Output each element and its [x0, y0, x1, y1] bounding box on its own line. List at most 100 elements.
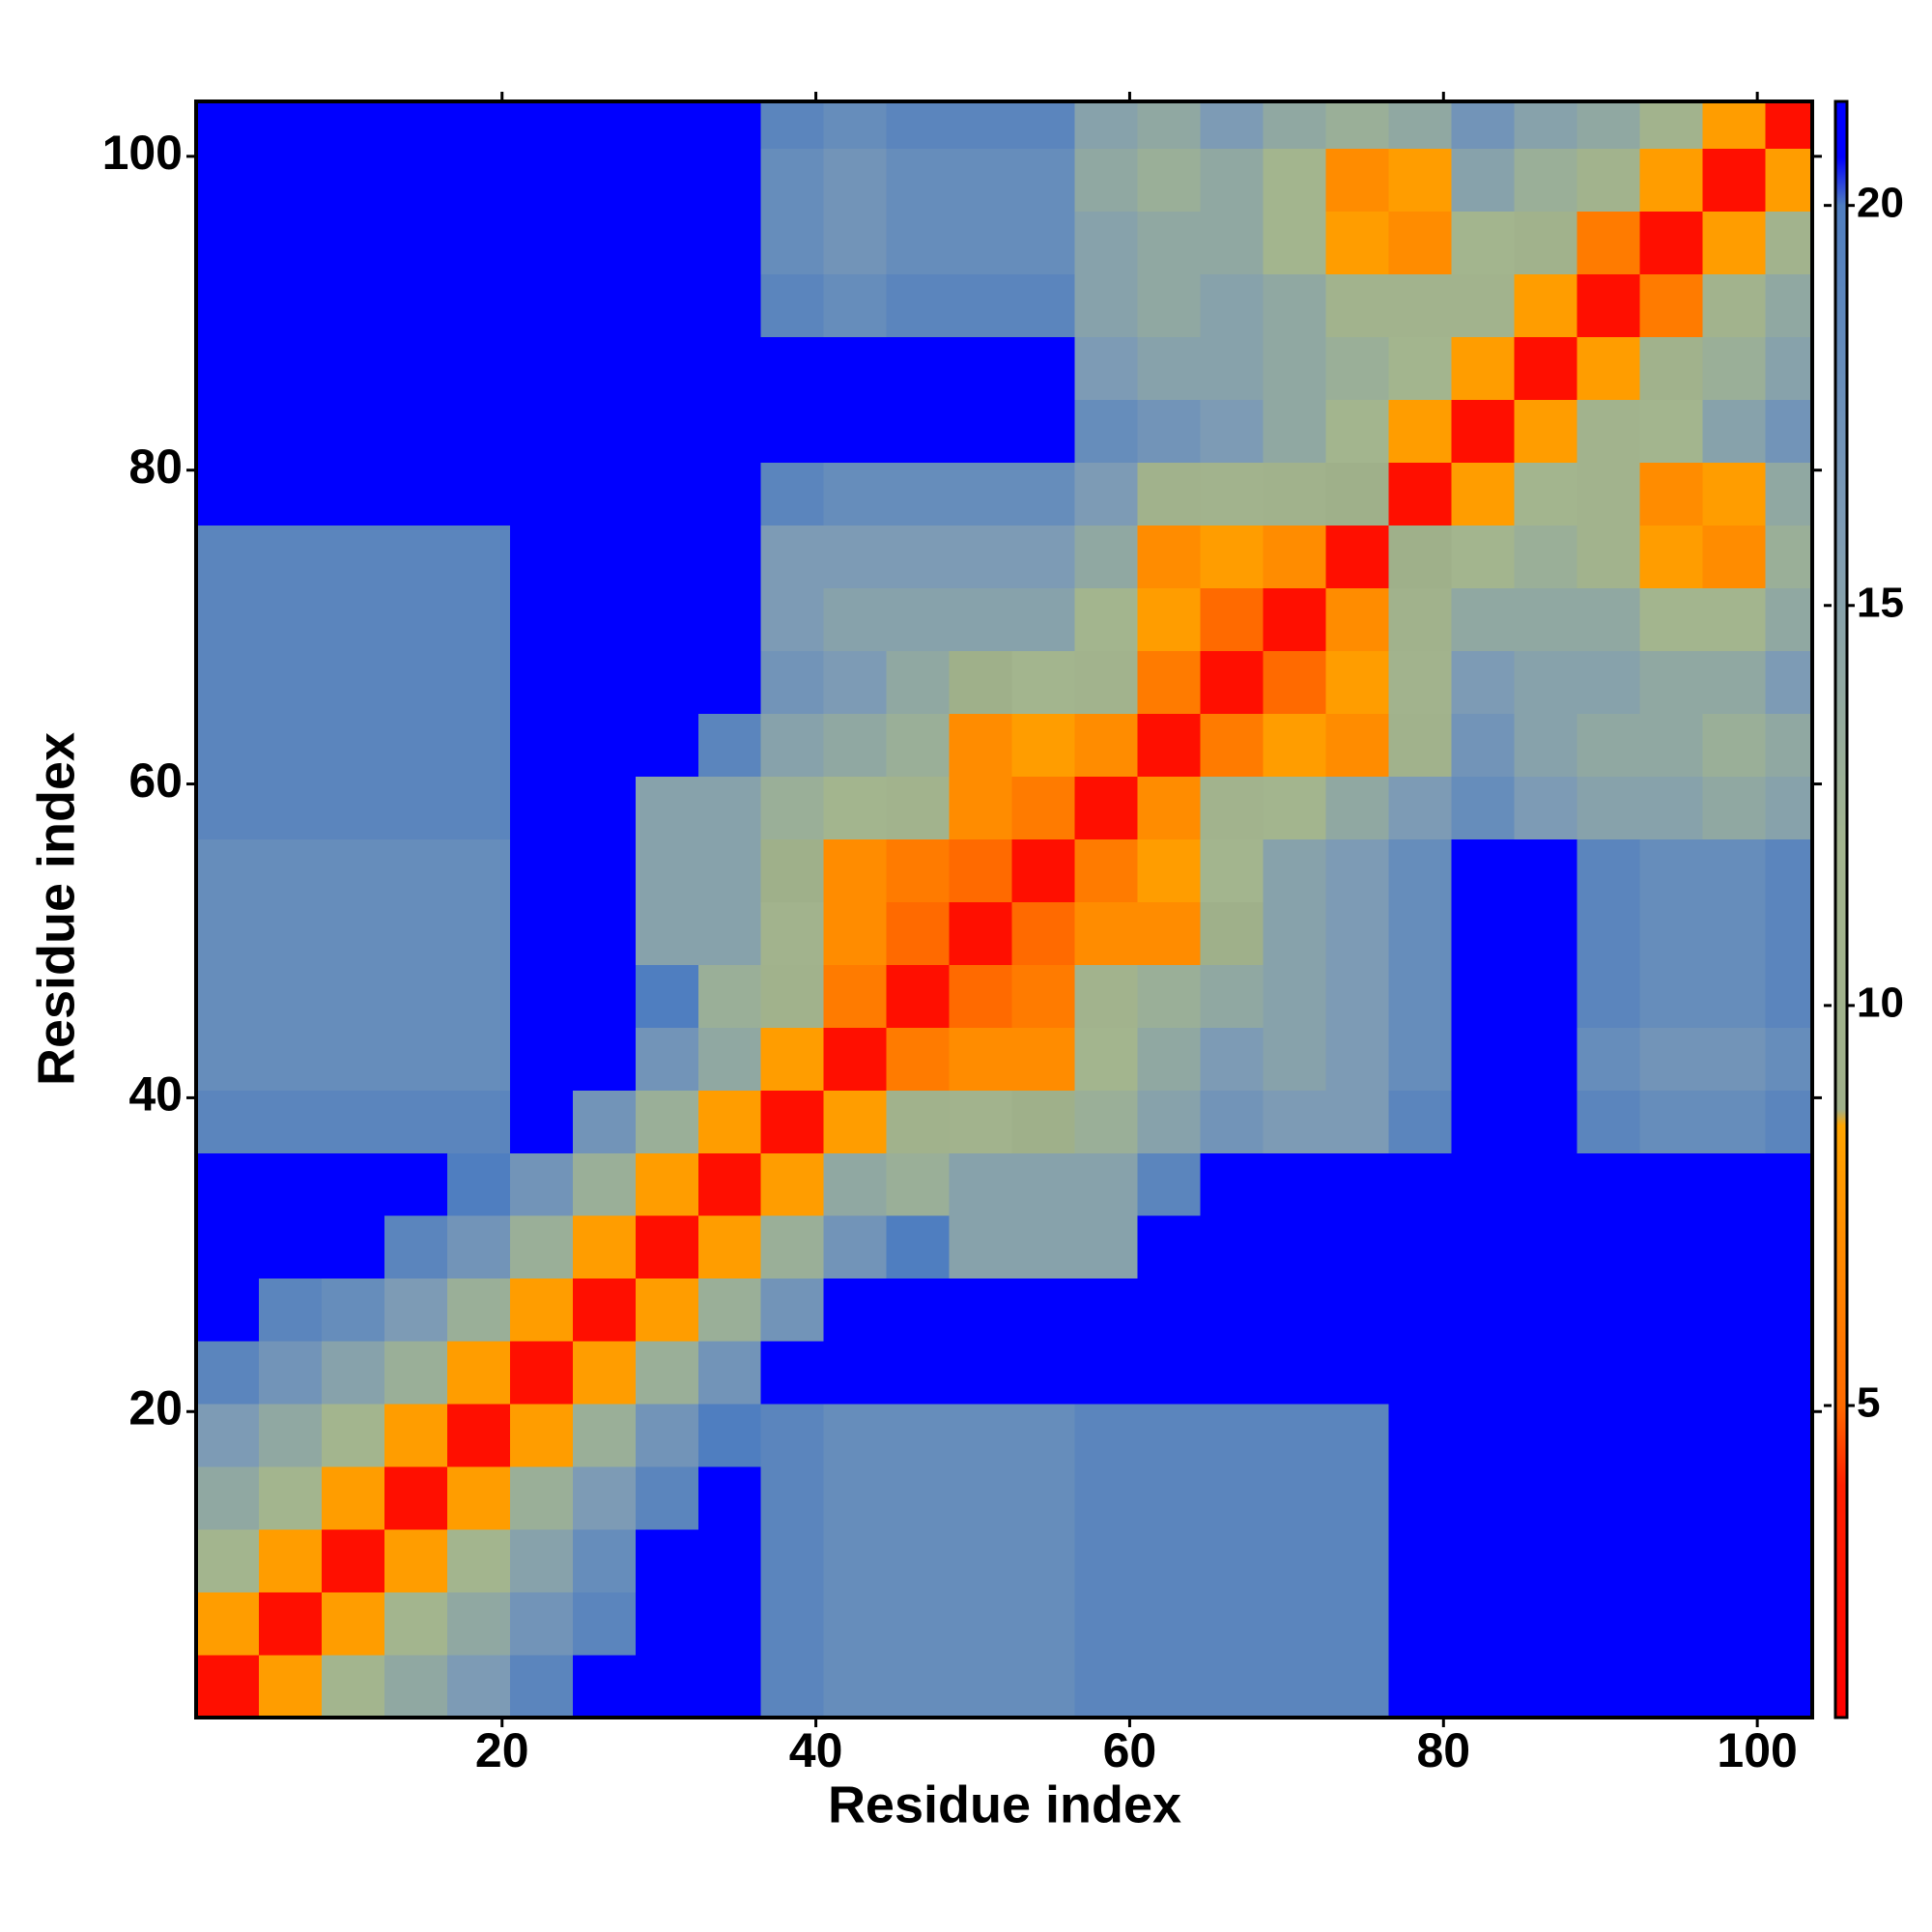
heatmap-cell — [1388, 336, 1452, 401]
heatmap-cell — [1011, 1027, 1076, 1091]
heatmap-cell — [1074, 587, 1139, 651]
heatmap-cell — [1325, 1215, 1389, 1279]
heatmap-cell — [1451, 713, 1515, 777]
heatmap-cell — [572, 838, 637, 902]
heatmap-cell — [1200, 587, 1264, 651]
heatmap-cell — [572, 1152, 637, 1216]
heatmap-cell — [635, 1592, 699, 1656]
heatmap-cell — [446, 1027, 511, 1091]
heatmap-cell — [1577, 1027, 1640, 1091]
heatmap-cell — [1702, 273, 1766, 338]
heatmap-cell — [1451, 462, 1515, 526]
heatmap-cell — [509, 1341, 574, 1405]
heatmap-cell — [635, 1027, 699, 1091]
heatmap-cell — [1011, 776, 1076, 839]
heatmap-cell — [1325, 462, 1389, 526]
heatmap-cell — [1325, 148, 1389, 213]
heatmap-cell — [1514, 462, 1577, 526]
heatmap-cell — [949, 1529, 1013, 1593]
heatmap-cell — [1200, 1027, 1264, 1091]
heatmap-cell — [1011, 650, 1076, 714]
heatmap-cell — [760, 1655, 825, 1719]
heatmap-cell — [635, 1278, 699, 1342]
heatmap-cell — [572, 525, 637, 589]
heatmap-cell — [1451, 1529, 1515, 1593]
heatmap-cell — [886, 1152, 951, 1216]
heatmap-cell — [1451, 525, 1515, 589]
heatmap-cell — [1074, 1027, 1139, 1091]
heatmap-cell — [1514, 964, 1577, 1028]
heatmap-cell — [1200, 148, 1264, 213]
heatmap-cell — [1577, 1278, 1640, 1342]
heatmap-cell — [258, 964, 323, 1028]
heatmap-cell — [1765, 587, 1813, 651]
heatmap-cell — [572, 1278, 637, 1342]
heatmap-cell — [446, 1215, 511, 1279]
heatmap-cell — [1765, 964, 1813, 1028]
heatmap-cell — [1074, 273, 1139, 338]
heatmap-cell — [1325, 776, 1389, 839]
heatmap-cell — [635, 1215, 699, 1279]
heatmap-cell — [1388, 964, 1452, 1028]
heatmap-cell — [446, 1529, 511, 1593]
heatmap-cell — [196, 148, 260, 213]
heatmap-cell — [1451, 1090, 1515, 1153]
heatmap-cell — [509, 650, 574, 714]
heatmap-cell — [384, 1027, 448, 1091]
heatmap-cell — [258, 1529, 323, 1593]
heatmap-cell — [196, 336, 260, 401]
heatmap-cell — [1011, 525, 1076, 589]
heatmap-cell — [1074, 1404, 1139, 1467]
heatmap-cell — [1263, 1466, 1326, 1530]
heatmap-cell — [321, 838, 385, 902]
heatmap-cell — [1325, 101, 1389, 150]
heatmap-cell — [321, 776, 385, 839]
heatmap-cell — [509, 525, 574, 589]
heatmap-cell — [258, 273, 323, 338]
heatmap-cell — [196, 1466, 260, 1530]
heatmap-cell — [1388, 273, 1452, 338]
heatmap-cell — [321, 1466, 385, 1530]
heatmap-cell — [196, 399, 260, 464]
heatmap-cell — [1137, 462, 1202, 526]
heatmap-cell — [572, 399, 637, 464]
heatmap-cell — [1074, 1466, 1139, 1530]
heatmap-cell — [1577, 713, 1640, 777]
heatmap-cell — [1702, 1529, 1766, 1593]
heatmap-cell — [635, 273, 699, 338]
heatmap-cell — [949, 1278, 1013, 1342]
x-tick-label: 100 — [1717, 1723, 1797, 1777]
heatmap-cell — [1577, 901, 1640, 965]
heatmap-cell — [1011, 462, 1076, 526]
heatmap-cell — [823, 399, 888, 464]
heatmap-cell — [697, 1592, 762, 1656]
heatmap-cell — [949, 713, 1013, 777]
heatmap-cell — [760, 273, 825, 338]
heatmap-cell — [1137, 713, 1202, 777]
heatmap-cell — [1765, 1466, 1813, 1530]
heatmap-cell — [1451, 1027, 1515, 1091]
heatmap-cell — [1011, 273, 1076, 338]
heatmap-cell — [949, 650, 1013, 714]
heatmap-cell — [384, 964, 448, 1028]
heatmap-cell — [196, 1152, 260, 1216]
heatmap-cell — [760, 713, 825, 777]
heatmap-cell — [1200, 1278, 1264, 1342]
heatmap-cell — [1263, 713, 1326, 777]
heatmap-cell — [1765, 273, 1813, 338]
heatmap-cell — [1137, 211, 1202, 275]
heatmap-cell — [635, 462, 699, 526]
heatmap-cell — [1011, 587, 1076, 651]
heatmap-cell — [1137, 838, 1202, 902]
heatmap-cell — [1388, 1278, 1452, 1342]
heatmap-cell — [635, 901, 699, 965]
heatmap-cell — [1765, 525, 1813, 589]
heatmap-cell — [1514, 525, 1577, 589]
heatmap-cell — [1263, 1278, 1326, 1342]
heatmap-cell — [1702, 399, 1766, 464]
heatmap-cell — [1577, 148, 1640, 213]
heatmap-cell — [949, 462, 1013, 526]
heatmap-cell — [886, 964, 951, 1028]
heatmap-cell — [196, 1027, 260, 1091]
heatmap-cell — [446, 964, 511, 1028]
